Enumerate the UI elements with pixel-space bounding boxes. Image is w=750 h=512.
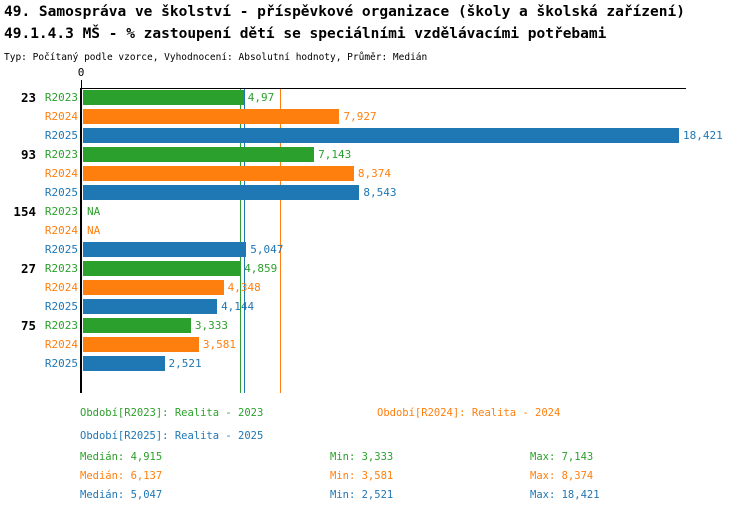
bar-value-label: 7,927 (343, 110, 377, 123)
group-label: 27 (20, 261, 36, 276)
year-label: R2023 (44, 262, 78, 275)
bar-value-label: 8,543 (363, 186, 397, 199)
year-label: R2024 (44, 110, 78, 123)
bar-group: 75 R2023 3,333 R2024 3,581 R2025 2,521 (0, 318, 750, 371)
axis-zero-tick-icon (81, 80, 82, 88)
bar (83, 185, 360, 200)
median-line (279, 89, 281, 393)
median-line (240, 89, 241, 393)
bar-row: R2025 2,521 (0, 356, 750, 371)
stat-median-r2023: Medián: 4,915 (80, 451, 163, 463)
bar-row: R2025 8,543 (0, 185, 750, 200)
bar-value-label: NA (87, 205, 101, 218)
stat-max-r2023: Max: 7,143 (530, 451, 594, 463)
bar (83, 318, 191, 333)
bar (83, 280, 224, 295)
year-label: R2023 (44, 148, 78, 161)
bar-group: 154 R2023 NA R2024 NA R2025 5,047 (0, 204, 750, 257)
stat-median-r2025: Medián: 5,047 (80, 489, 163, 501)
stat-min-r2025: Min: 2,521 (330, 489, 394, 501)
bar-value-label: 4,348 (227, 281, 261, 294)
bar-row: 27 R2023 4,859 (0, 261, 750, 276)
year-label: R2025 (44, 300, 78, 313)
bar-row: 93 R2023 7,143 (0, 147, 750, 162)
bar-value-label: 2,521 (168, 357, 202, 370)
bar-value-label: 8,374 (357, 167, 392, 180)
year-label: R2024 (44, 224, 78, 237)
bar-value-label: NA (87, 224, 101, 237)
bar (83, 242, 247, 257)
bar-group: 23 R2023 4,97 R2024 7,927 R2025 18,421 (0, 90, 750, 143)
report-title: 49. Samospráva ve školství - příspěvkové… (4, 4, 685, 20)
bar (83, 90, 244, 105)
bar-value-label: 3,333 (194, 319, 228, 332)
bar-group: 93 R2023 7,143 R2024 8,374 R2025 8,543 (0, 147, 750, 200)
bar-value-label: 3,581 (202, 338, 236, 351)
year-label: R2025 (44, 186, 78, 199)
year-label: R2023 (44, 205, 78, 218)
year-label: R2024 (44, 338, 78, 351)
bar-value-label: 4,97 (247, 91, 275, 104)
bar-row: R2024 7,927 (0, 109, 750, 124)
bar-value-label: 5,047 (250, 243, 284, 256)
bar-value-label: 4,144 (221, 300, 255, 313)
group-label: 75 (20, 318, 36, 333)
bar-value-label: 4,859 (244, 262, 278, 275)
stat-median-r2024: Medián: 6,137 (80, 470, 163, 482)
group-label: 154 (13, 204, 36, 219)
bar (83, 109, 340, 124)
bar (83, 261, 241, 276)
stat-min-r2024: Min: 3,581 (330, 470, 394, 482)
bar-row: R2024 8,374 (0, 166, 750, 181)
year-label: R2023 (44, 91, 78, 104)
bar-row: 154 R2023 NA (0, 204, 750, 219)
year-label: R2024 (44, 281, 78, 294)
bar (83, 337, 199, 352)
median-line (244, 89, 246, 393)
bar-row: 23 R2023 4,97 (0, 90, 750, 105)
bar (83, 299, 218, 314)
year-label: R2025 (44, 129, 78, 142)
bar (83, 166, 354, 181)
axis-zero-label: 0 (77, 66, 85, 79)
bar-row: R2024 3,581 (0, 337, 750, 352)
report-subtitle: 49.1.4.3 MŠ - % zastoupení dětí se speci… (4, 26, 607, 42)
bar-row: R2024 4,348 (0, 280, 750, 295)
bar (83, 128, 679, 143)
year-label: R2024 (44, 167, 78, 180)
report-meta: Typ: Počítaný podle vzorce, Vyhodnocení:… (4, 52, 428, 63)
bar-value-label: 7,143 (318, 148, 352, 161)
bar-row: R2025 4,144 (0, 299, 750, 314)
stat-max-r2025: Max: 18,421 (530, 489, 600, 501)
year-label: R2025 (44, 243, 78, 256)
bar-value-label: 18,421 (682, 129, 723, 142)
bar-row: R2024 NA (0, 223, 750, 238)
stat-max-r2024: Max: 8,374 (530, 470, 594, 482)
legend-item-r2024: Období[R2024]: Realita - 2024 (377, 407, 561, 419)
stat-min-r2023: Min: 3,333 (330, 451, 394, 463)
bar (83, 356, 165, 371)
bar-row: R2025 5,047 (0, 242, 750, 257)
group-label: 93 (20, 147, 36, 162)
bar-groups: 23 R2023 4,97 R2024 7,927 R2025 18,421 93 R2023 7… (0, 90, 750, 375)
legend-item-r2023: Období[R2023]: Realita - 2023 (80, 407, 264, 419)
bar-group: 27 R2023 4,859 R2024 4,348 R2025 4,144 (0, 261, 750, 314)
axis-top-line (81, 88, 686, 89)
year-label: R2023 (44, 319, 78, 332)
bar-row: R2025 18,421 (0, 128, 750, 143)
bar-row: 75 R2023 3,333 (0, 318, 750, 333)
group-label: 23 (20, 90, 36, 105)
year-label: R2025 (44, 357, 78, 370)
axis-vertical-line (80, 88, 82, 393)
legend-item-r2025: Období[R2025]: Realita - 2025 (80, 430, 264, 442)
bar (83, 147, 315, 162)
